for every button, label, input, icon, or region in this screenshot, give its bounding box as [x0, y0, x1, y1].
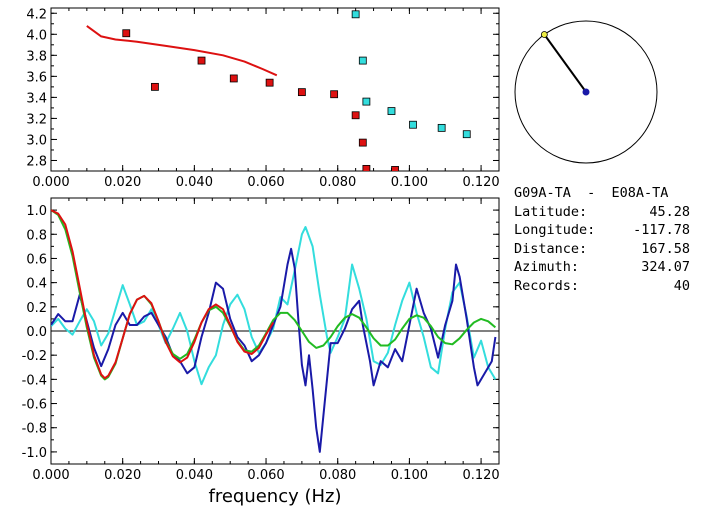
data-point-red: [330, 90, 339, 99]
info-label: Azimuth:: [514, 259, 580, 275]
info-row-records: Records: 40: [514, 277, 698, 296]
data-point-red: [265, 78, 274, 87]
y-tick-label: 3.8: [26, 49, 47, 64]
compass-circle: [514, 20, 658, 164]
y-tick-label: 3.6: [26, 70, 47, 85]
data-point-red: [297, 88, 306, 97]
y-tick-label: 4.0: [26, 28, 47, 43]
azimuth-needle-icon: [543, 33, 587, 93]
x-tick-label: 0.060: [247, 175, 284, 190]
plot-area: [86, 10, 471, 171]
data-point-red: [391, 166, 399, 171]
x-tick-label: 0.100: [391, 468, 428, 483]
x-tick-label: 0.100: [391, 175, 428, 190]
station-marker-icon: [540, 31, 548, 38]
info-row-latitude: Latitude: 45.28: [514, 203, 698, 222]
y-tick-label: 0.6: [26, 252, 47, 267]
x-tick-label: 0.040: [176, 468, 213, 483]
data-point-red: [362, 164, 371, 171]
data-point-cyan: [409, 120, 417, 129]
azimuth-compass: [514, 20, 658, 164]
data-point-cyan: [462, 130, 471, 139]
series-line-red: [51, 209, 275, 380]
series-line-cyan: [51, 226, 497, 386]
y-tick-label: -0.8: [22, 422, 47, 437]
y-tick-label: 1.0: [26, 204, 47, 219]
y-tick-label: 3.0: [26, 133, 47, 148]
x-tick-label: 0.120: [462, 468, 499, 483]
info-value: -117.78: [633, 222, 690, 238]
info-value: 324.07: [641, 259, 690, 275]
data-point-red: [358, 138, 367, 147]
plot-frame: [50, 7, 500, 172]
x-axis-label: frequency (Hz): [208, 486, 341, 507]
info-label: Records:: [514, 277, 580, 294]
y-tick-label: -0.2: [22, 349, 47, 364]
data-point-cyan: [362, 97, 371, 106]
data-point-cyan: [387, 107, 396, 115]
plot-area: [51, 209, 497, 453]
data-point-red: [197, 56, 206, 65]
station-info-panel: G09A-TA - E08A-TA Latitude: 45.28 Longitu…: [514, 184, 698, 295]
data-point-cyan: [351, 10, 360, 19]
coherence-line-chart: 0.000 0.020 0.040 0.060 0.080 0.100 0.120 -1.0 -…: [22, 197, 500, 507]
info-label: Distance:: [514, 240, 588, 257]
info-row-azimuth: Azimuth: 324.07: [514, 258, 698, 277]
y-tick-label: 0.8: [26, 228, 47, 243]
x-tick-label: 0.000: [32, 468, 69, 483]
info-row-distance: Distance: 167.58: [514, 240, 698, 259]
y-tick-label: -0.4: [22, 373, 47, 388]
data-point-red: [351, 111, 360, 120]
y-tick-label: 0.4: [26, 277, 47, 292]
y-tick-label: 0.0: [26, 325, 47, 340]
y-tick-label: 3.4: [26, 91, 47, 106]
y-tick-label: 2.8: [26, 154, 47, 169]
info-value: 40: [673, 277, 690, 294]
y-tick-label: 4.2: [26, 7, 47, 22]
x-tick-label: 0.060: [247, 468, 284, 483]
data-point-red: [122, 29, 131, 38]
y-tick-label: 0.2: [26, 301, 47, 316]
info-value: 45.28: [649, 203, 690, 220]
x-tick-label: 0.020: [104, 468, 141, 483]
velocity-scatter-chart: 0.000 0.020 0.040 0.060 0.080 0.100 0.120 2.8 3.…: [26, 7, 499, 190]
center-marker-icon: [582, 88, 590, 96]
series-line-red: [86, 25, 278, 77]
station-pair-title: G09A-TA - E08A-TA: [514, 185, 669, 201]
data-point-cyan: [437, 123, 446, 132]
y-tick-label: -1.0: [22, 446, 47, 461]
info-row-longitude: Longitude: -117.78: [514, 221, 698, 240]
y-tick-label: 3.2: [26, 112, 47, 127]
x-tick-label: 0.080: [319, 175, 356, 190]
info-label: Latitude:: [514, 203, 588, 220]
info-label: Longitude:: [514, 222, 596, 238]
x-tick-label: 0.020: [104, 175, 141, 190]
data-point-red: [229, 74, 238, 83]
x-tick-label: 0.080: [319, 468, 356, 483]
data-point-cyan: [358, 56, 367, 65]
x-tick-label: 0.000: [32, 175, 69, 190]
data-point-red: [151, 82, 159, 91]
y-tick-label: -0.6: [22, 398, 47, 413]
info-value: 167.58: [641, 240, 690, 257]
x-tick-label: 0.120: [462, 175, 499, 190]
series-line-navy: [51, 247, 497, 453]
x-tick-label: 0.040: [176, 175, 213, 190]
